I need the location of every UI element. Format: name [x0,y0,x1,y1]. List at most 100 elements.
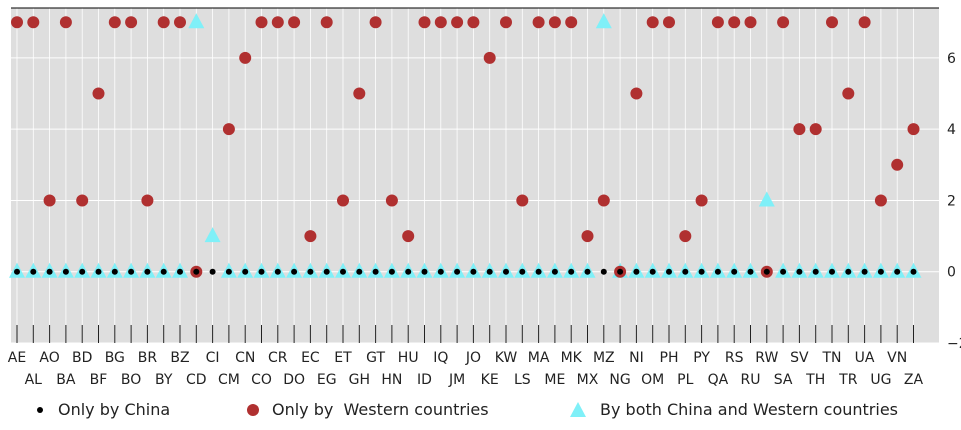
x-tick-label: SA [774,372,793,388]
marker-west-BO [125,16,138,29]
x-tick-label: JM [448,372,465,388]
marker-china-BR [144,268,151,275]
x-tick-label: CI [206,350,220,366]
marker-china-HN [388,268,395,275]
x-tick-label: BY [155,372,173,388]
x-tick-label: IQ [433,350,448,366]
marker-west-KW [500,16,512,29]
x-tick-label: UA [855,350,875,366]
marker-china-MZ [600,268,607,275]
marker-china-PL [682,268,689,275]
x-tick-label: TR [838,372,858,388]
marker-west-GH [353,87,366,100]
marker-west-CN [239,51,252,64]
plot-area [11,8,939,343]
marker-west-IQ [434,16,447,29]
marker-west-KE [483,51,496,64]
x-tick-label: RU [741,372,761,388]
marker-west-AE [11,16,23,29]
marker-west-CM [222,123,235,136]
marker-china-HU [405,268,412,275]
marker-china-BO [128,268,135,275]
marker-west-CO [255,16,268,29]
marker-west-BY [157,16,170,29]
x-tick-label: KE [481,372,499,388]
marker-west-TR [842,87,855,100]
x-tick-label: AL [25,372,43,388]
marker-west-OM [646,16,659,29]
x-tick-label: BD [72,350,92,366]
x-tick-label: KW [495,350,518,366]
legend-label-both: By both China and Western countries [600,400,898,419]
x-tick-label: HU [398,350,419,366]
marker-china-AL [30,268,37,275]
marker-west-JO [467,16,480,29]
x-tick-label: CD [186,372,207,388]
marker-west-VN [891,158,904,171]
marker-china-ID [421,268,428,275]
legend-marker-west [247,404,259,416]
x-tick-label: CR [268,350,288,366]
marker-china-TR [845,268,852,275]
marker-west-QA [711,16,724,29]
marker-china-UA [861,268,868,275]
x-tick-label: CN [235,350,255,366]
x-tick-label: BF [90,372,108,388]
x-tick-label: GH [349,372,370,388]
marker-china-QA [714,268,721,275]
marker-china-CO [258,268,265,275]
x-tick-label: BA [56,372,76,388]
marker-both-CD [188,13,205,29]
x-tick-label: BG [105,350,125,366]
marker-china-KE [486,268,493,275]
x-tick-label: MZ [593,350,615,366]
marker-china-RW [763,268,770,275]
legend-item-west: Only by Western countries [247,400,489,419]
marker-china-TH [812,268,819,275]
x-tick-label: MX [577,372,599,388]
x-tick-label: EG [317,372,337,388]
x-tick-label: MK [561,350,583,366]
marker-west-ZA [907,123,920,136]
marker-west-BA [59,16,72,29]
marker-china-ET [340,268,346,275]
legend-label-west: Only by Western countries [272,400,489,419]
y-tick-label: 2 [947,193,956,209]
marker-west-SA [777,16,790,29]
marker-west-UA [858,16,871,29]
marker-china-MX [584,268,591,275]
x-tick-label: CM [218,372,240,388]
marker-west-TN [826,16,838,29]
marker-china-NI [633,268,640,275]
marker-west-HN [385,194,398,207]
marker-china-BD [79,268,86,275]
marker-west-BD [76,194,89,207]
marker-both-RW [758,191,775,207]
marker-west-MX [581,230,594,243]
marker-west-NI [630,87,643,100]
marker-china-RU [747,268,754,275]
x-tick-label: TH [805,372,825,388]
marker-china-JM [454,268,461,275]
marker-west-PL [679,230,692,243]
x-tick-label: CO [251,372,272,388]
marker-china-DO [291,268,298,275]
marker-china-BA [62,268,69,275]
legend-item-china: Only by China [37,400,170,419]
marker-china-EG [323,268,330,275]
marker-west-EC [304,230,317,243]
marker-west-EG [320,16,333,29]
legend-marker-both [570,402,586,417]
marker-west-RS [728,16,741,29]
x-tick-label: AO [39,350,59,366]
marker-china-BF [95,268,102,275]
x-tick-label: EC [301,350,320,366]
marker-china-CD [193,268,200,275]
marker-china-AE [14,268,20,275]
x-tick-label: PL [677,372,693,388]
x-tick-label: RS [725,350,744,366]
marker-west-JM [451,16,464,29]
x-tick-label: NI [629,350,644,366]
marker-west-ET [337,194,349,207]
